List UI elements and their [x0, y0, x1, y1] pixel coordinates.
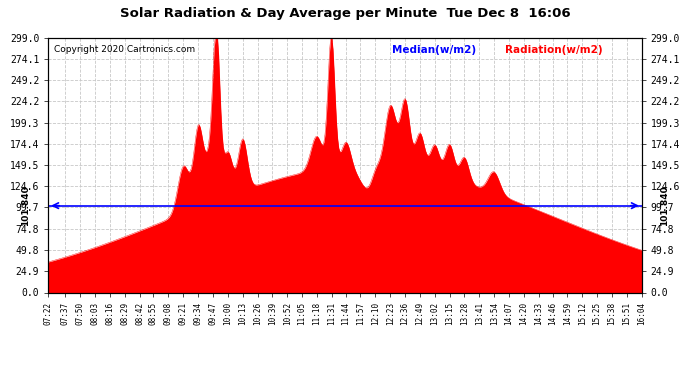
Text: Radiation(w/m2): Radiation(w/m2) — [505, 45, 603, 55]
Text: Solar Radiation & Day Average per Minute  Tue Dec 8  16:06: Solar Radiation & Day Average per Minute… — [119, 8, 571, 21]
Text: 101.840: 101.840 — [21, 185, 30, 226]
Text: 101.840: 101.840 — [660, 185, 669, 226]
Text: Median(w/m2): Median(w/m2) — [393, 45, 477, 55]
Text: Copyright 2020 Cartronics.com: Copyright 2020 Cartronics.com — [55, 45, 195, 54]
